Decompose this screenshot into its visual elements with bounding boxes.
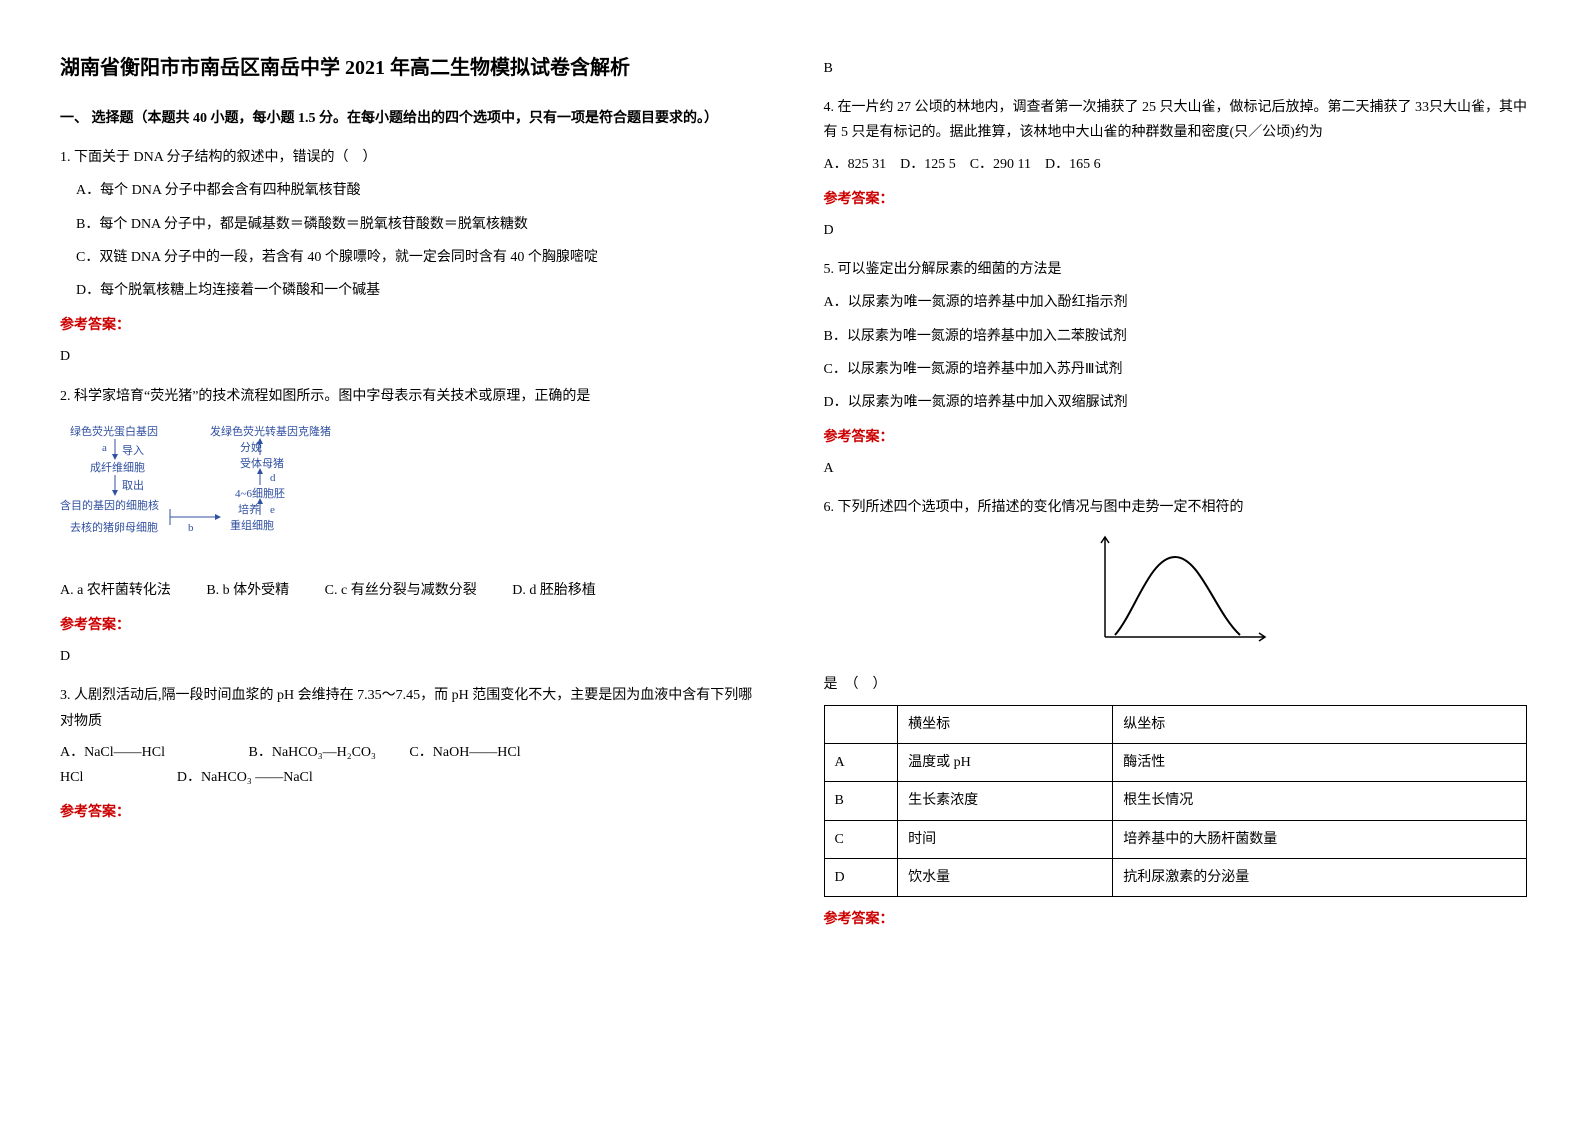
diagram-d-label: d <box>270 472 276 484</box>
q6-stem-a: 6. 下列所述四个选项中，所描述的变化情况与图中走势一定不相符的 <box>824 495 1528 520</box>
q2-options: A. a 农杆菌转化法 B. b 体外受精 C. c 有丝分裂与减数分裂 D. … <box>60 578 764 603</box>
cell-key: A <box>824 744 898 782</box>
cell-y: 培养基中的大肠杆菌数量 <box>1113 820 1527 858</box>
cell-y: 抗利尿激素的分泌量 <box>1113 858 1527 896</box>
table-row: C 时间 培养基中的大肠杆菌数量 <box>824 820 1527 858</box>
q3-options-line2: HCl D．NaHCO₃ ——NaCl <box>60 765 764 790</box>
diagram-recon: 重组细胞 <box>230 518 274 532</box>
table-header-row: 横坐标 纵坐标 <box>824 706 1527 744</box>
diagram-nucleus: 含目的基因的细胞核 <box>60 498 159 512</box>
question-2: 2. 科学家培育“荧光猪”的技术流程如图所示。图中字母表示有关技术或原理，正确的… <box>60 384 764 670</box>
table-row: A 温度或 pH 酶活性 <box>824 744 1527 782</box>
q2-diagram: 绿色荧光蛋白基因 a 导入 成纤维细胞 取出 含目的基因的细胞核 去核的猪卵母细… <box>60 421 420 561</box>
table-row: D 饮水量 抗利尿激素的分泌量 <box>824 858 1527 896</box>
q1-option-b: B．每个 DNA 分子中，都是碱基数＝磷酸数＝脱氧核苷酸数＝脱氧核糖数 <box>76 212 764 237</box>
q3-option-b: B．NaHCO₃—H₂CO₃ <box>249 745 376 760</box>
q2-option-d: D. d 胚胎移植 <box>512 583 596 598</box>
diagram-right-top: 发绿色荧光转基因克隆猪 <box>210 424 331 438</box>
q3-answer-label: 参考答案： <box>60 800 764 825</box>
cell-x: 饮水量 <box>898 858 1113 896</box>
cell-key: D <box>824 858 898 896</box>
cell-key: C <box>824 820 898 858</box>
cell-x: 温度或 pH <box>898 744 1113 782</box>
q2-option-c: C. c 有丝分裂与减数分裂 <box>325 583 477 598</box>
q2-answer: D <box>60 644 764 669</box>
th-y: 纵坐标 <box>1113 706 1527 744</box>
cell-x: 生长素浓度 <box>898 782 1113 820</box>
q4-answer-label: 参考答案： <box>824 187 1528 212</box>
diagram-enuc: 去核的猪卵母细胞 <box>70 520 158 534</box>
q5-answer-label: 参考答案： <box>824 425 1528 450</box>
q6-stem-b: 是 （ ） <box>824 672 1528 697</box>
q6-curve-chart <box>1075 527 1275 657</box>
q3-option-c-cont: HCl <box>60 770 83 785</box>
cell-x: 时间 <box>898 820 1113 858</box>
q3-option-d: D．NaHCO₃ ——NaCl <box>177 770 313 785</box>
q3-stem: 3. 人剧烈活动后,隔一段时间血浆的 pH 会维持在 7.35～7.45，而 p… <box>60 683 764 733</box>
section-1-header: 一、 选择题（本题共 40 小题，每小题 1.5 分。在每小题给出的四个选项中，… <box>60 106 764 131</box>
right-column: B 4. 在一片约 27 公顷的林地内，调查者第一次捕获了 25 只大山雀，做标… <box>824 50 1528 1072</box>
q1-option-c: C．双链 DNA 分子中的一段，若含有 40 个腺嘌呤，就一定会同时含有 40 … <box>76 245 764 270</box>
q1-stem: 1. 下面关于 DNA 分子结构的叙述中，错误的（ ） <box>60 145 764 170</box>
q2-option-a: A. a 农杆菌转化法 <box>60 583 171 598</box>
q5-option-a: A．以尿素为唯一氮源的培养基中加入酚红指示剂 <box>824 290 1528 315</box>
q2-stem: 2. 科学家培育“荧光猪”的技术流程如图所示。图中字母表示有关技术或原理，正确的… <box>60 384 764 409</box>
diagram-cells46: 4~6细胞胚 <box>235 487 285 500</box>
q5-option-b: B．以尿素为唯一氮源的培养基中加入二苯胺试剂 <box>824 324 1528 349</box>
question-1: 1. 下面关于 DNA 分子结构的叙述中，错误的（ ） A．每个 DNA 分子中… <box>60 145 764 369</box>
q5-option-c: C．以尿素为唯一氮源的培养基中加入苏丹Ⅲ试剂 <box>824 357 1528 382</box>
question-6: 6. 下列所述四个选项中，所描述的变化情况与图中走势一定不相符的 是 （ ） 横… <box>824 495 1528 932</box>
q3-options-line1: A．NaCl——HCl B．NaHCO₃—H₂CO₃ C．NaOH——HCl <box>60 740 764 765</box>
q1-answer-label: 参考答案： <box>60 313 764 338</box>
q4-answer: D <box>824 218 1528 243</box>
question-5: 5. 可以鉴定出分解尿素的细菌的方法是 A．以尿素为唯一氮源的培养基中加入酚红指… <box>824 257 1528 481</box>
th-x: 横坐标 <box>898 706 1113 744</box>
diagram-a-label: a <box>102 442 107 454</box>
question-3: 3. 人剧烈活动后,隔一段时间血浆的 pH 会维持在 7.35～7.45，而 p… <box>60 683 764 825</box>
diagram-culture: 培养 <box>238 502 260 516</box>
table-row: B 生长素浓度 根生长情况 <box>824 782 1527 820</box>
diagram-recept: 受体母猪 <box>240 456 284 470</box>
cell-key: B <box>824 782 898 820</box>
diagram-import: 导入 <box>122 444 144 457</box>
q2-answer-label: 参考答案： <box>60 613 764 638</box>
q2-option-b: B. b 体外受精 <box>206 583 289 598</box>
diagram-split: 分娩 <box>240 440 262 454</box>
cell-y: 根生长情况 <box>1113 782 1527 820</box>
q4-options: A．825 31 D．125 5 C．290 11 D．165 6 <box>824 152 1528 177</box>
diagram-e-label: e <box>270 504 275 516</box>
q1-option-d: D．每个脱氧核糖上均连接着一个磷酸和一个碱基 <box>76 278 764 303</box>
cell-y: 酶活性 <box>1113 744 1527 782</box>
q1-option-a: A．每个 DNA 分子中都会含有四种脱氧核苷酸 <box>76 178 764 203</box>
q6-answer-label: 参考答案： <box>824 907 1528 932</box>
diagram-left-top: 绿色荧光蛋白基因 <box>70 424 158 438</box>
q4-stem: 4. 在一片约 27 公顷的林地内，调查者第一次捕获了 25 只大山雀，做标记后… <box>824 95 1528 145</box>
diagram-take: 取出 <box>122 478 144 492</box>
th-blank <box>824 706 898 744</box>
left-column: 湖南省衡阳市市南岳区南岳中学 2021 年高二生物模拟试卷含解析 一、 选择题（… <box>60 50 764 1072</box>
q5-option-d: D．以尿素为唯一氮源的培养基中加入双缩脲试剂 <box>824 390 1528 415</box>
q3-option-a: A．NaCl——HCl <box>60 745 165 760</box>
diagram-fibro: 成纤维细胞 <box>90 461 145 474</box>
question-4: 4. 在一片约 27 公顷的林地内，调查者第一次捕获了 25 只大山雀，做标记后… <box>824 95 1528 243</box>
diagram-b-label: b <box>188 522 194 534</box>
q1-answer: D <box>60 344 764 369</box>
q3-answer: B <box>824 56 1528 81</box>
exam-title: 湖南省衡阳市市南岳区南岳中学 2021 年高二生物模拟试卷含解析 <box>60 50 764 86</box>
q3-option-c: C．NaOH——HCl <box>409 745 520 760</box>
q5-stem: 5. 可以鉴定出分解尿素的细菌的方法是 <box>824 257 1528 282</box>
q6-options-table: 横坐标 纵坐标 A 温度或 pH 酶活性 B 生长素浓度 根生长情况 C 时间 … <box>824 705 1528 897</box>
q5-answer: A <box>824 456 1528 481</box>
